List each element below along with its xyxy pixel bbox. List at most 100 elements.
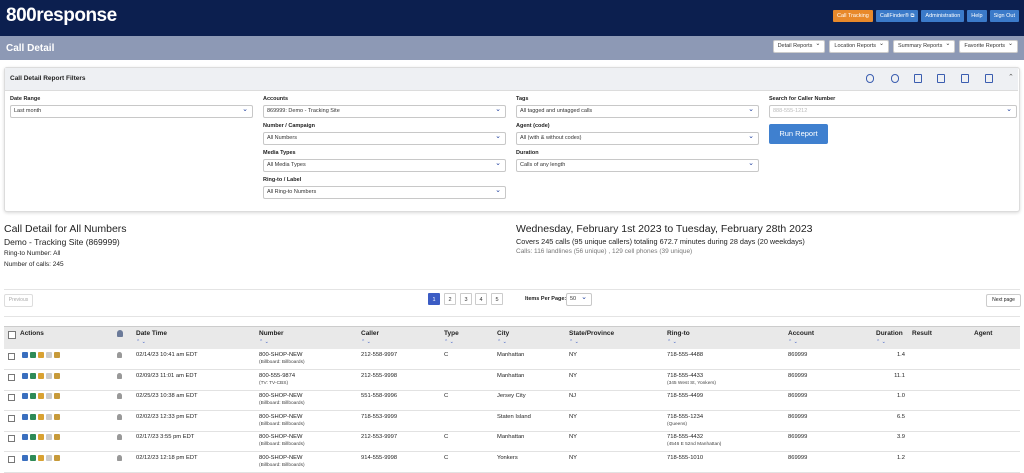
- summary-account: Demo - Tracking Site (869999): [4, 237, 120, 247]
- items-select[interactable]: 50: [566, 292, 592, 306]
- filter-select[interactable]: All Ring-to Numbers: [263, 185, 506, 199]
- action-icon[interactable]: [54, 372, 60, 379]
- action-icon[interactable]: [46, 372, 52, 379]
- column-header[interactable]: Agent: [974, 330, 993, 337]
- action-icon[interactable]: [22, 372, 28, 379]
- run-report-button[interactable]: Run Report: [769, 124, 828, 144]
- sort-arrows[interactable]: ⌃ ⌄: [569, 339, 579, 345]
- page-button[interactable]: 3: [460, 293, 472, 305]
- column-header[interactable]: Ring-to: [667, 330, 690, 337]
- filter-select[interactable]: All (with & without codes): [516, 131, 759, 145]
- action-icon[interactable]: [46, 393, 52, 399]
- action-icon[interactable]: [54, 413, 60, 420]
- nav-button[interactable]: Help: [967, 10, 987, 22]
- row-checkbox[interactable]: [8, 455, 15, 463]
- toolbar-icon[interactable]: [914, 74, 922, 83]
- nav-button[interactable]: CallFinder® ⧉: [875, 10, 919, 22]
- number-label: (TV: TV-CBS): [259, 380, 289, 386]
- page-button[interactable]: 4: [475, 293, 487, 305]
- sort-arrows[interactable]: ⌃ ⌄: [259, 339, 269, 345]
- toolbar-icon[interactable]: [866, 74, 874, 83]
- report-menu[interactable]: Summary Reports: [893, 39, 956, 53]
- action-icon[interactable]: [46, 454, 52, 461]
- action-icon[interactable]: [46, 352, 52, 358]
- action-icon[interactable]: [22, 454, 28, 461]
- report-menu[interactable]: Detail Reports: [772, 39, 826, 53]
- action-icon[interactable]: [46, 434, 52, 440]
- toolbar-icon[interactable]: [937, 74, 945, 83]
- row-checkbox[interactable]: [8, 414, 15, 422]
- page-button[interactable]: 2: [444, 293, 456, 305]
- sort-arrows[interactable]: ⌃ ⌄: [788, 339, 798, 345]
- row-checkbox[interactable]: [8, 394, 15, 401]
- sort-arrows[interactable]: ⌃ ⌄: [876, 339, 886, 345]
- filter-select[interactable]: 869999: Demo - Tracking Site: [263, 104, 506, 118]
- column-header[interactable]: City: [497, 330, 510, 337]
- action-icon[interactable]: [30, 434, 36, 440]
- action-icon[interactable]: [30, 454, 36, 461]
- column-header[interactable]: Duration: [876, 330, 903, 337]
- action-icon[interactable]: [54, 393, 60, 399]
- action-icon[interactable]: [22, 393, 28, 399]
- report-menu[interactable]: Location Reports: [829, 39, 890, 53]
- sort-arrows[interactable]: ⌃ ⌄: [136, 339, 146, 345]
- toolbar-icon[interactable]: [961, 74, 969, 83]
- action-icon[interactable]: [22, 413, 28, 420]
- logo[interactable]: 800response: [6, 5, 117, 26]
- nav-button[interactable]: Sign Out: [989, 10, 1019, 22]
- column-header[interactable]: Caller: [361, 330, 380, 337]
- action-icon[interactable]: [38, 413, 44, 420]
- cell-ring-to: 718-555-4432: [667, 434, 704, 440]
- filter-select[interactable]: Calls of any length: [516, 158, 759, 172]
- sort-arrows[interactable]: ⌃ ⌄: [444, 339, 454, 345]
- action-icon[interactable]: [30, 352, 36, 358]
- ring-to-label: (345 West St, Yonkers): [667, 380, 716, 386]
- column-header[interactable]: Type: [444, 330, 459, 337]
- action-icon[interactable]: [54, 434, 60, 440]
- sort-arrows[interactable]: ⌃ ⌄: [361, 339, 371, 345]
- filter-select[interactable]: All tagged and untagged calls: [516, 104, 759, 118]
- action-icon[interactable]: [38, 454, 44, 461]
- nav-button[interactable]: Administration: [921, 10, 965, 22]
- column-header[interactable]: State/Province: [569, 330, 615, 337]
- sort-arrows[interactable]: ⌃ ⌄: [497, 339, 507, 345]
- column-header[interactable]: Date Time: [136, 330, 167, 337]
- toolbar-icon[interactable]: [985, 74, 993, 83]
- filter-select[interactable]: All Numbers: [263, 131, 506, 145]
- row-border: [4, 410, 1020, 411]
- action-icon[interactable]: [54, 454, 60, 461]
- next-button[interactable]: Next page: [986, 294, 1021, 307]
- column-header[interactable]: Result: [912, 330, 932, 337]
- cell-number: 800-555-9874: [259, 372, 296, 379]
- page-button[interactable]: 5: [491, 293, 503, 305]
- report-menu[interactable]: Favorite Reports: [959, 39, 1018, 53]
- row-checkbox[interactable]: [8, 353, 15, 360]
- action-icon[interactable]: [46, 413, 52, 420]
- row-checkbox[interactable]: [8, 435, 15, 442]
- page-button[interactable]: 1: [428, 293, 440, 305]
- select-all[interactable]: [8, 331, 16, 339]
- action-icon[interactable]: [38, 352, 44, 358]
- summary-calls: Number of calls: 245: [4, 261, 64, 268]
- cell-duration: 3.9: [896, 434, 905, 440]
- action-icon[interactable]: [30, 393, 36, 399]
- collapse-icon[interactable]: ⌃: [1008, 74, 1014, 81]
- column-header[interactable]: Account: [788, 330, 814, 337]
- row-checkbox[interactable]: [8, 373, 15, 381]
- search-input[interactable]: 888-555-1212: [769, 104, 1017, 118]
- action-icon[interactable]: [38, 393, 44, 399]
- column-header[interactable]: Number: [259, 330, 284, 337]
- toolbar-icon[interactable]: [891, 74, 899, 83]
- previous-button[interactable]: Previous: [4, 294, 33, 307]
- sort-arrows[interactable]: ⌃ ⌄: [667, 339, 677, 345]
- filter-select[interactable]: All Media Types: [263, 158, 506, 172]
- action-icon[interactable]: [22, 434, 28, 440]
- action-icon[interactable]: [38, 372, 44, 379]
- nav-button[interactable]: Call Tracking: [833, 10, 873, 22]
- action-icon[interactable]: [54, 352, 60, 358]
- action-icon[interactable]: [38, 434, 44, 440]
- action-icon[interactable]: [30, 372, 36, 379]
- filter-select[interactable]: Last month: [10, 104, 253, 118]
- action-icon[interactable]: [30, 413, 36, 420]
- action-icon[interactable]: [22, 352, 28, 358]
